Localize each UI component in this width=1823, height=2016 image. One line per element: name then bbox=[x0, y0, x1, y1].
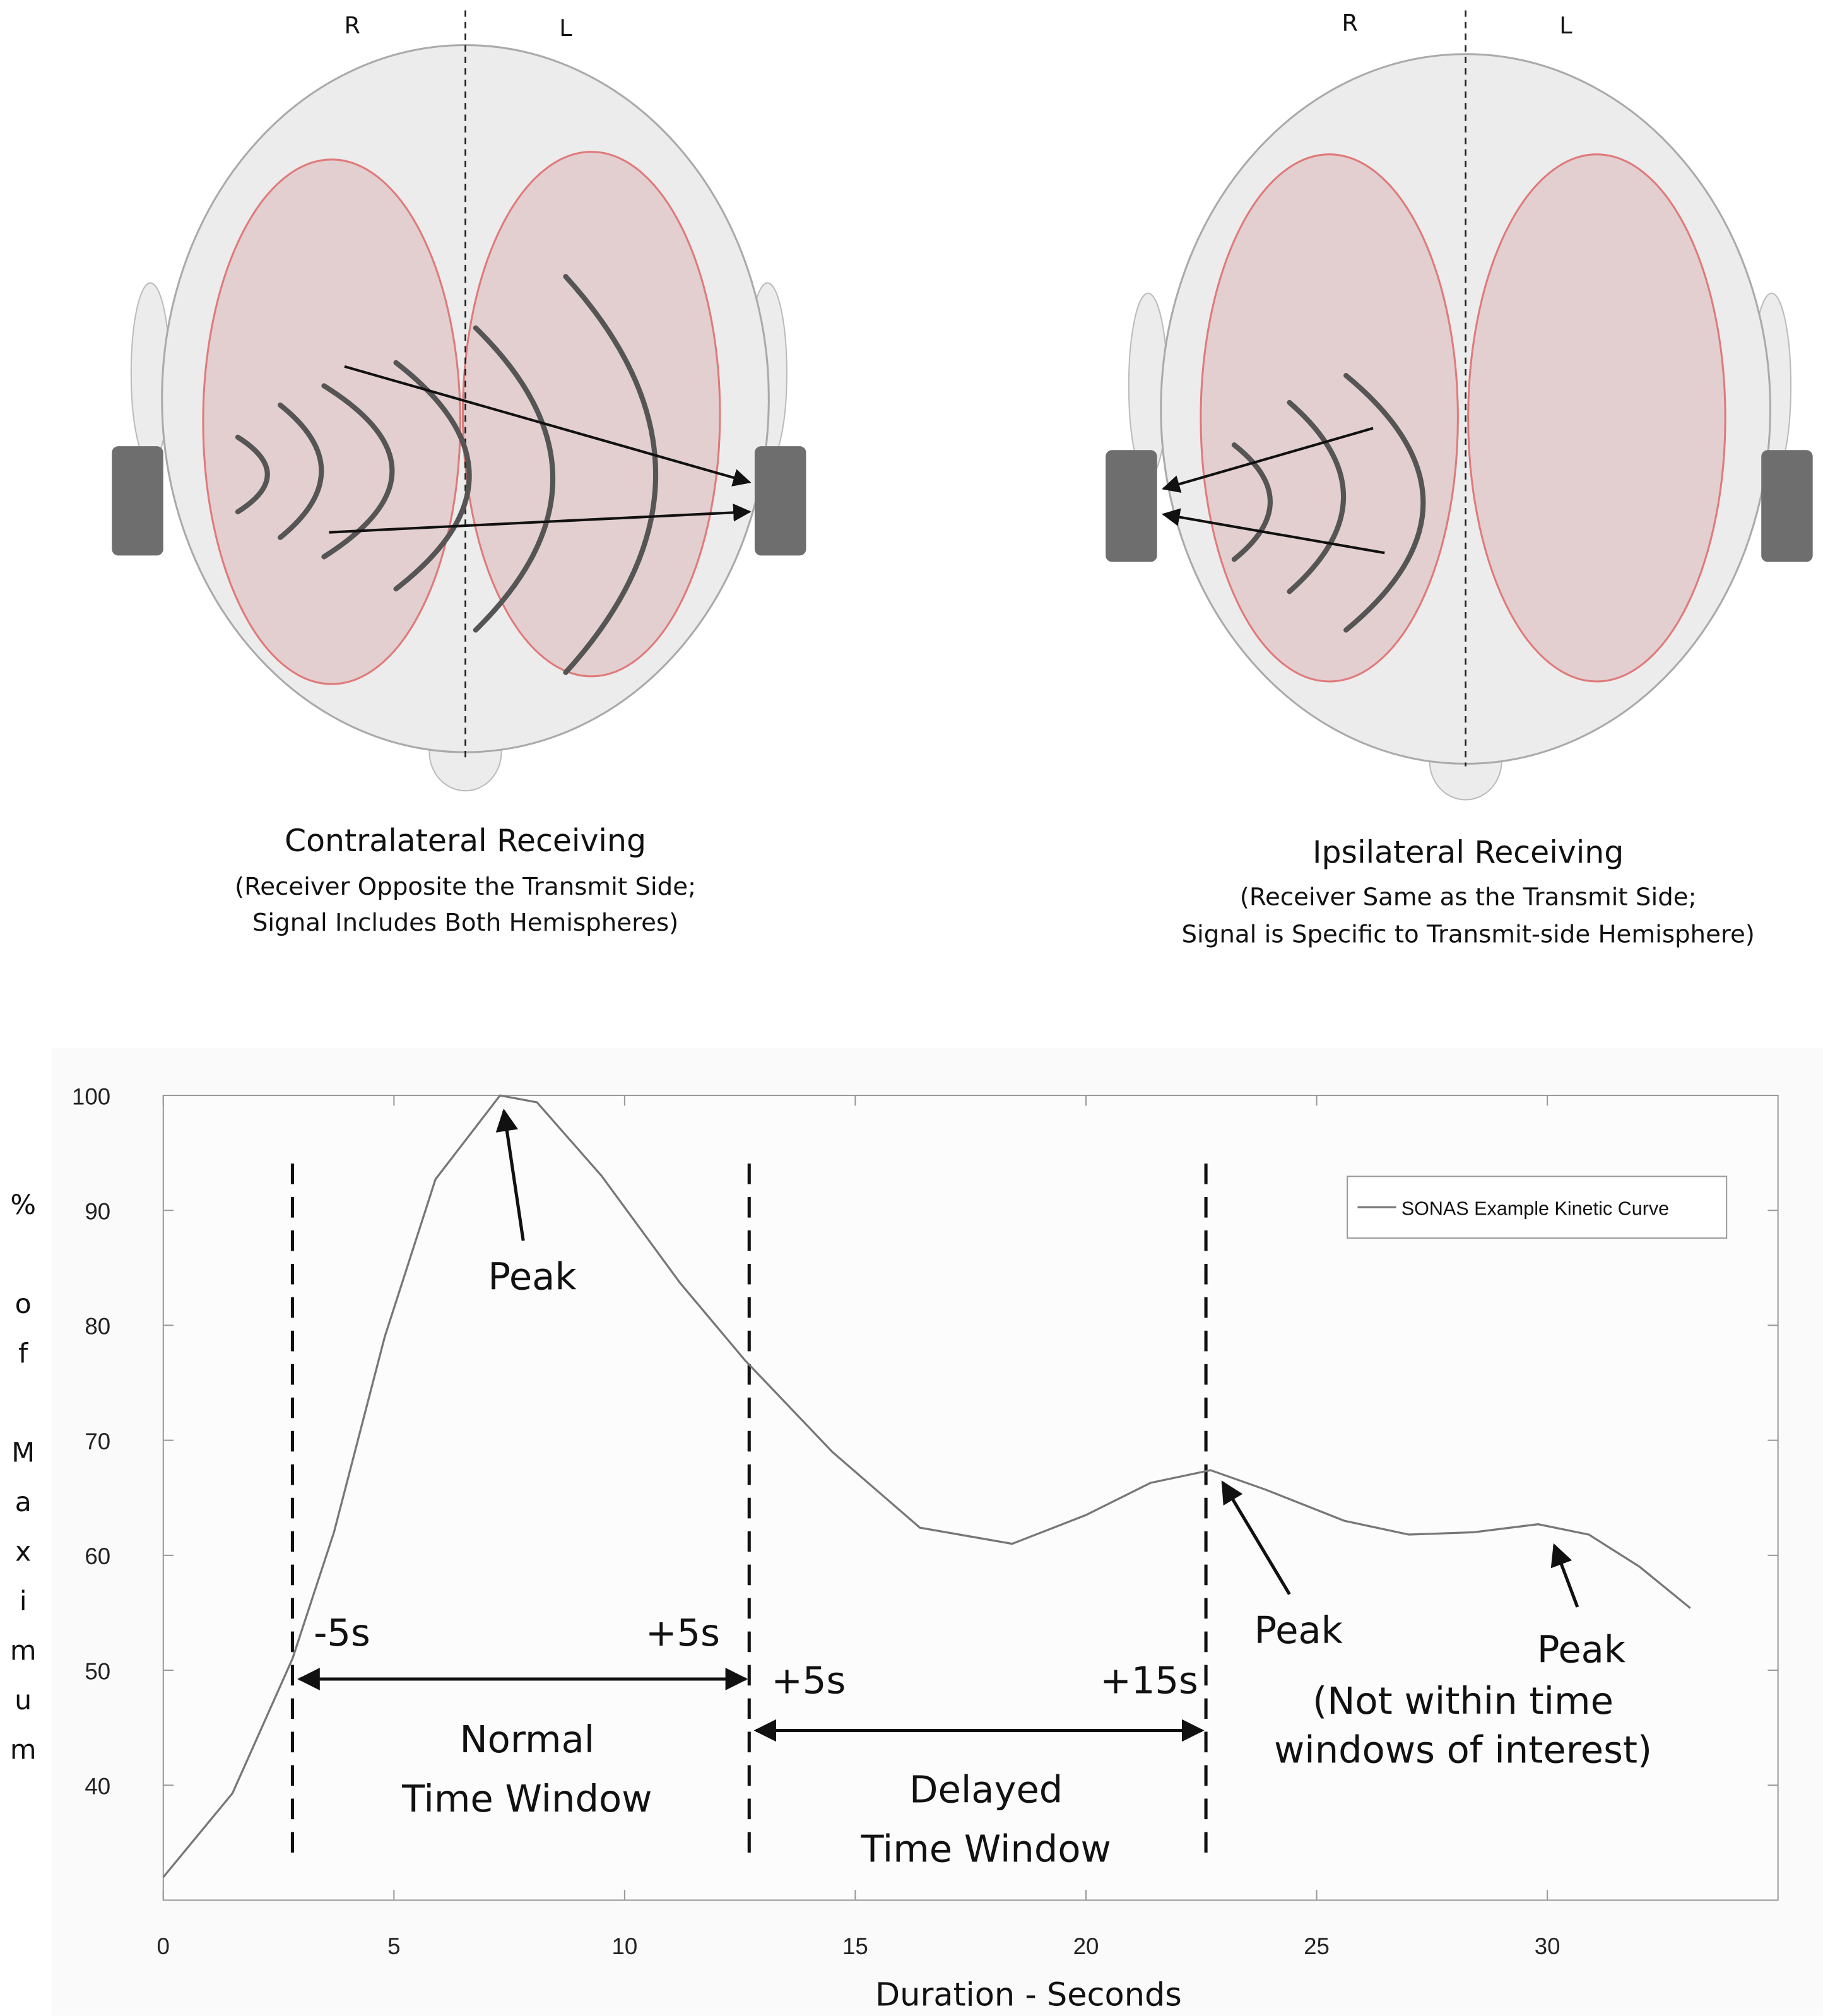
diagram-title: Contralateral Receiving bbox=[285, 823, 646, 859]
annotation: Delayed bbox=[909, 1768, 1063, 1812]
annotation: Time Window bbox=[861, 1827, 1111, 1870]
diagram-subtitle: (Receiver Same as the Transmit Side; bbox=[1240, 883, 1697, 912]
annotation: windows of interest) bbox=[1274, 1728, 1652, 1771]
x-tick-label: 10 bbox=[611, 1933, 637, 1959]
x-tick-label: 25 bbox=[1304, 1933, 1330, 1959]
y-tick-label: 100 bbox=[72, 1083, 110, 1109]
y-tick-label: 40 bbox=[85, 1774, 110, 1800]
x-axis-label: Duration - Seconds bbox=[875, 1977, 1182, 2014]
annotation: +5s bbox=[771, 1658, 846, 1702]
x-tick-label: 15 bbox=[842, 1933, 868, 1959]
side-label: L bbox=[559, 15, 572, 42]
annotations: Peak -5s +5s +5s +15s Peak Peak Normal T… bbox=[297, 1108, 1652, 1870]
annotation: +5s bbox=[646, 1611, 720, 1654]
line-series bbox=[162, 1094, 1691, 1878]
y-axis-label: % of Maximum bbox=[8, 1189, 39, 1784]
diagram-subtitle: (Receiver Opposite the Transmit Side; bbox=[235, 873, 696, 901]
x-tick-label: 0 bbox=[157, 1933, 170, 1959]
side-label: R bbox=[1342, 9, 1358, 37]
y-tick-label: 90 bbox=[85, 1199, 110, 1225]
annotation: +15s bbox=[1100, 1658, 1198, 1702]
y-tick-label: 50 bbox=[85, 1658, 110, 1684]
annotation: Time Window bbox=[401, 1777, 652, 1820]
annotation: Peak bbox=[1254, 1608, 1343, 1652]
y-tick-label: 80 bbox=[85, 1314, 110, 1340]
y-tick-label: 70 bbox=[85, 1429, 110, 1454]
head-diagram-right: R L Ipsilateral Receiving (Receiver Same… bbox=[1106, 9, 1813, 949]
diagram-subtitle: Signal is Specific to Transmit-side Hemi… bbox=[1181, 921, 1754, 949]
chart: 0 5 10 15 20 25 30 40 50 60 70 80 90 100 Duration - Se… bbox=[8, 1083, 1779, 2014]
y-tick-label: 60 bbox=[85, 1543, 110, 1569]
head-diagram-left: R L Contralateral Receiving (Receiver Op… bbox=[112, 10, 806, 937]
side-label: R bbox=[344, 12, 360, 39]
diagram-subtitle: Signal Includes Both Hemispheres) bbox=[252, 909, 678, 937]
x-tick-label: 30 bbox=[1535, 1933, 1560, 1959]
annotation: Peak bbox=[1537, 1628, 1626, 1671]
diagram-title: Ipsilateral Receiving bbox=[1313, 834, 1624, 870]
side-label: L bbox=[1559, 12, 1572, 39]
annotation: Normal bbox=[459, 1718, 594, 1761]
x-tick-label: 20 bbox=[1073, 1933, 1099, 1959]
annotation: (Not within time bbox=[1313, 1679, 1614, 1723]
annotation: Peak bbox=[488, 1255, 577, 1299]
legend-label: SONAS Example Kinetic Curve bbox=[1401, 1198, 1669, 1220]
annotation: -5s bbox=[314, 1611, 370, 1654]
legend-box bbox=[1347, 1176, 1728, 1239]
x-tick-label: 5 bbox=[387, 1933, 400, 1959]
